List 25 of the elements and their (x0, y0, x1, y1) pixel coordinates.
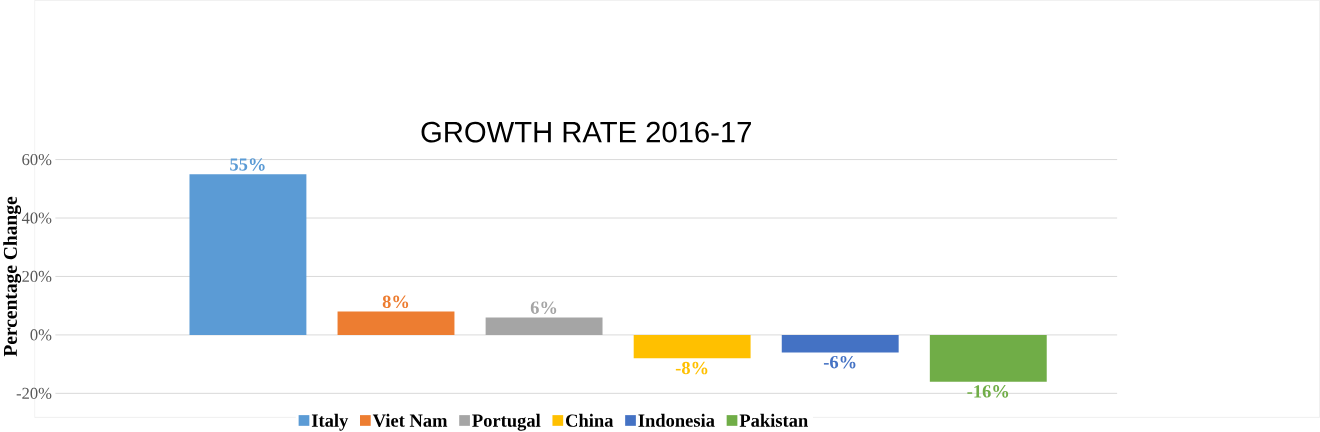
legend-label: Indonesia (638, 413, 715, 427)
data-label: -6% (823, 355, 856, 369)
legend-label: China (566, 413, 614, 427)
y-tick-label: 20% (22, 270, 52, 283)
bar (781, 334, 899, 353)
bar (633, 334, 751, 359)
bar (485, 317, 603, 335)
legend-label: Viet Nam (372, 413, 448, 427)
chart-title: GROWTH RATE 2016-17 (421, 121, 751, 143)
y-tick-label: 0% (30, 329, 52, 341)
legend-label: Portugal (472, 413, 541, 431)
data-label: 55% (230, 158, 265, 171)
data-label: 8% (382, 295, 409, 309)
data-label: 6% (530, 301, 557, 314)
y-axis-title: Percentage Change (3, 196, 22, 357)
legend-label: Pakistan (739, 413, 808, 427)
bar (337, 311, 455, 335)
bar (929, 334, 1047, 382)
data-label: -16% (967, 385, 1009, 398)
data-label: -8% (675, 361, 708, 375)
y-tick-label: 60% (22, 153, 52, 166)
y-tick-label: -20% (16, 387, 52, 399)
y-tick-label: 40% (21, 212, 52, 224)
legend-label: Italy (311, 413, 349, 431)
bar (189, 174, 307, 335)
